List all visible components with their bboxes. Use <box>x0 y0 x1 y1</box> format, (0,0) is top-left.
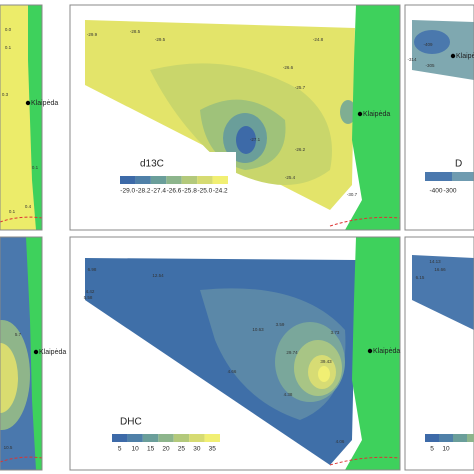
point-label: 6.98 <box>88 267 97 272</box>
legend-tick: -27.4 <box>151 188 166 195</box>
legend-tick: -300 <box>443 188 456 195</box>
point-label: -25.4 <box>285 175 296 180</box>
city-label: Klaipėda <box>456 53 474 60</box>
point-label: -25.7 <box>295 85 306 90</box>
point-label: 39.43 <box>320 359 332 364</box>
point-label: 3.73 <box>331 330 340 335</box>
point-label: 12.54 <box>152 273 164 278</box>
point-label: 4.42 <box>86 289 95 294</box>
point-label: 6.15 <box>416 275 425 280</box>
point-label: 4.38 <box>284 392 293 397</box>
legend-swatch <box>112 434 128 442</box>
point-label: 4.66 <box>228 369 237 374</box>
point-label: -28.5 <box>130 29 141 34</box>
legend-swatch <box>166 176 182 184</box>
point-label: 0.0 <box>5 27 12 32</box>
point-label: 14.13 <box>429 259 441 264</box>
legend-swatch <box>425 434 439 442</box>
legend-tick: -29.0 <box>120 188 135 195</box>
legend-swatch <box>120 176 136 184</box>
point-label: 3.59 <box>276 322 285 327</box>
point-label: 0.1 <box>5 45 12 50</box>
legend-tick: 35 <box>209 446 217 453</box>
point-label: 0.3 <box>2 92 9 97</box>
legend-swatch <box>158 434 174 442</box>
city-label: Klaipėda <box>373 348 400 355</box>
city-label: Klaipėda <box>39 349 66 356</box>
city-marker <box>25 100 31 106</box>
legend-swatch <box>189 434 205 442</box>
legend-swatch <box>150 176 167 184</box>
point-label: 29.74 <box>286 350 298 355</box>
point-label: 0.1 <box>9 209 16 214</box>
map-panel <box>70 237 400 470</box>
map-panel <box>405 5 474 230</box>
legend-swatch <box>439 434 453 442</box>
point-label: 5.7 <box>15 332 22 337</box>
city-marker <box>357 111 363 117</box>
legend-swatch <box>467 434 474 442</box>
legend-tick: -28.2 <box>136 188 151 195</box>
map-panel <box>0 237 42 470</box>
map-panel <box>70 5 400 230</box>
point-label: -305 <box>425 63 435 68</box>
point-label: 10.5 <box>4 445 13 450</box>
legend-swatch <box>142 434 159 442</box>
legend-tick: 25 <box>178 446 186 453</box>
legend-tick: -24.2 <box>213 188 228 195</box>
point-label: -29.5 <box>155 37 166 42</box>
point-label: 0.4 <box>25 204 32 209</box>
legend-swatch <box>204 434 220 442</box>
point-label: -29.9 <box>87 32 98 37</box>
legend-tick: 15 <box>147 446 155 453</box>
legend-swatch <box>127 434 143 442</box>
legend-tick: 30 <box>193 446 201 453</box>
point-label: -26.2 <box>295 147 306 152</box>
map-panel <box>405 237 474 470</box>
legend-title: D <box>455 159 462 170</box>
legend-tick: -26.6 <box>167 188 182 195</box>
legend-tick: -400 <box>429 188 442 195</box>
city-marker <box>33 349 39 355</box>
legend-tick: 5 <box>118 446 122 453</box>
legend-title: DHC <box>120 417 142 428</box>
city-marker <box>450 53 456 59</box>
legend-tick: -25.8 <box>182 188 197 195</box>
point-label: 0.1 <box>32 165 39 170</box>
legend-tick: -25.0 <box>197 188 212 195</box>
legend-tick: 5 <box>430 446 434 453</box>
legend-title: d13C <box>140 159 164 170</box>
point-label: 4.06 <box>336 439 345 444</box>
legend-swatch <box>453 434 467 442</box>
legend-swatch <box>173 434 190 442</box>
legend-swatch <box>197 176 213 184</box>
legend-swatch <box>181 176 198 184</box>
legend-tick: 10 <box>442 446 450 453</box>
city-label: Klaipėda <box>31 100 58 107</box>
point-label: 16.66 <box>434 267 446 272</box>
point-label: -314 <box>407 57 417 62</box>
point-label: -24.8 <box>313 37 324 42</box>
city-marker <box>367 348 373 354</box>
map-panel <box>0 5 42 230</box>
legend-tick: 20 <box>162 446 170 453</box>
legend-swatch <box>135 176 151 184</box>
point-label: -26.6 <box>283 65 294 70</box>
point-label: -27.1 <box>250 137 261 142</box>
point-label: -409 <box>423 42 433 47</box>
city-label: Klaipėda <box>363 111 390 118</box>
legend-tick: 10 <box>132 446 140 453</box>
point-label: -30.7 <box>347 192 358 197</box>
point-label: 5.58 <box>84 295 93 300</box>
legend-swatch <box>212 176 228 184</box>
point-label: 10.63 <box>252 327 264 332</box>
